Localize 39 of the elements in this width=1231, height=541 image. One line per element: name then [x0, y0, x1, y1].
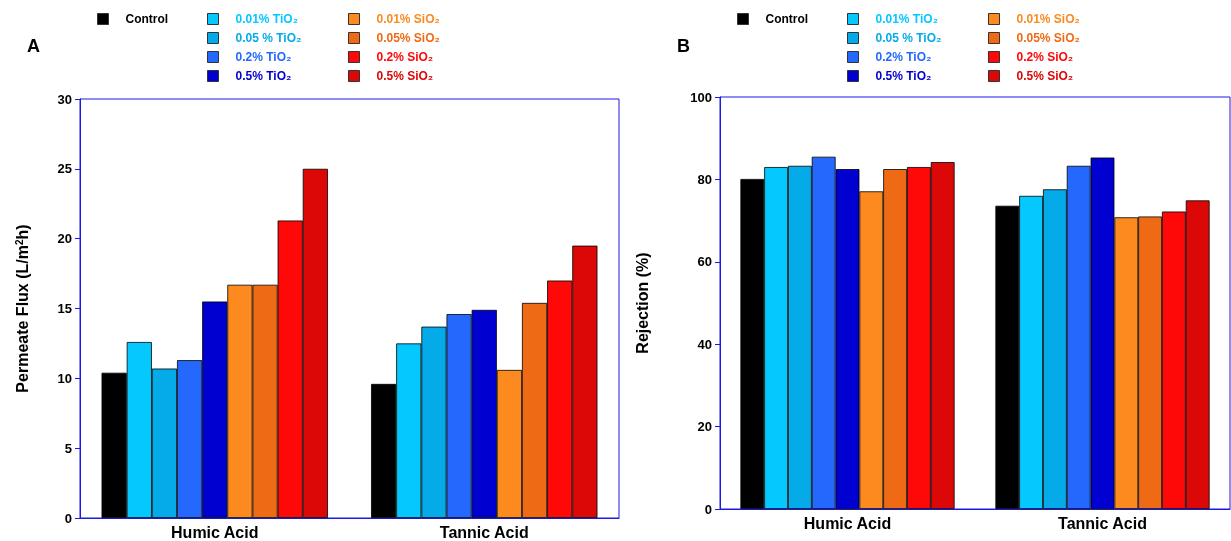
legend-label: 0.01% SiO₂	[1016, 12, 1080, 26]
y-axis-title: Rejection (%)	[633, 252, 651, 354]
legend-label: 0.2% TiO₂	[875, 50, 932, 64]
legend-label: Control	[125, 12, 169, 26]
legend-label: 0.01% SiO₂	[376, 12, 440, 26]
y-tick-label: 80	[697, 171, 712, 187]
legend-label: 0.5% TiO₂	[235, 69, 292, 83]
legend-label: 0.5% SiO₂	[1016, 69, 1074, 83]
legend-label: 0.05% SiO₂	[376, 31, 440, 45]
y-tick-label: 20	[697, 419, 712, 435]
legend-label: Control	[765, 12, 809, 26]
y-tick-label: 0	[64, 510, 72, 526]
chart-title: A	[27, 36, 40, 56]
legend-label: 0.05 % TiO₂	[235, 31, 302, 45]
y-tick-label: 30	[57, 91, 72, 107]
x-tick-label: Humic Acid	[171, 523, 259, 541]
y-tick-label: 15	[57, 301, 72, 316]
legend-label: 0.5% TiO₂	[875, 69, 932, 83]
y-tick-label: 60	[697, 254, 712, 270]
legend-label: 0.01% TiO₂	[875, 12, 938, 26]
legend-label: 0.05% SiO₂	[1016, 31, 1080, 45]
y-tick-label: 40	[697, 336, 712, 352]
y-tick-label: 5	[64, 440, 72, 456]
y-tick-label: 25	[57, 161, 72, 177]
x-tick-label: Tannic Acid	[439, 523, 529, 541]
y-axis-title: Permeate Flux (L/m2h)	[13, 224, 31, 393]
x-tick-label: Humic Acid	[803, 514, 892, 532]
legend-label: 0.2% SiO₂	[376, 50, 434, 64]
legend-label: 0.5% SiO₂	[376, 69, 434, 83]
y-tick-label: 100	[690, 89, 712, 105]
y-tick-label: 10	[57, 370, 72, 386]
y-tick-label: 0	[704, 501, 712, 517]
legend-label: 0.01% TiO₂	[235, 12, 298, 26]
legend-label: 0.2% TiO₂	[235, 50, 292, 64]
y-tick-label: 20	[57, 231, 72, 247]
legend-label: 0.05 % TiO₂	[875, 31, 942, 45]
x-tick-label: Tannic Acid	[1058, 514, 1147, 532]
chart-title: B	[677, 36, 690, 56]
legend-label: 0.2% SiO₂	[1016, 50, 1074, 64]
